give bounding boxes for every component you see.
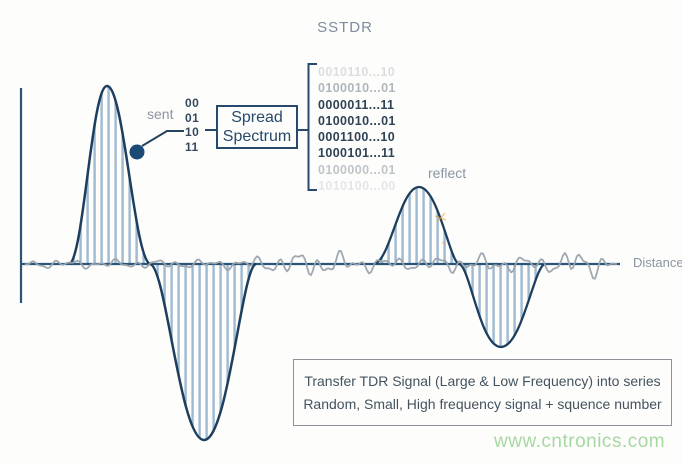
caption-line: Transfer TDR Signal (Large & Low Frequen… xyxy=(304,372,661,389)
spread-spectrum-box: Spread Spectrum xyxy=(216,105,298,149)
code-item: 10 xyxy=(185,125,200,140)
output-bracket xyxy=(307,63,317,191)
sample-point-dot xyxy=(129,144,145,160)
binary-sequence: 0100010...01 xyxy=(318,81,396,96)
binary-sequence: 0100000...01 xyxy=(318,162,396,177)
page-title: SSTDR xyxy=(317,19,373,36)
binary-sequence: 0001100...10 xyxy=(318,130,396,145)
callout-line xyxy=(141,130,184,147)
caption-line: Random, Small, High frequency signal + s… xyxy=(303,395,662,412)
spread-spectrum-box-line: Spread xyxy=(231,109,283,126)
distance-axis-label: Distance xyxy=(633,255,682,270)
orange-artifact xyxy=(434,212,447,246)
watermark-text: www.cntronics.com xyxy=(494,431,666,452)
binary-sequence: 1000101...11 xyxy=(318,146,396,161)
sent-pulse-fill xyxy=(70,86,256,440)
spread-spectrum-box-line: Spectrum xyxy=(222,128,292,145)
reflect-label: reflect xyxy=(428,165,467,181)
sent-label: sent xyxy=(147,106,174,122)
code-item: 01 xyxy=(185,110,200,125)
code-item: 00 xyxy=(185,96,200,110)
binary-sequence-list: 0010110...10 0100010...01 0000011...11 0… xyxy=(318,64,396,194)
code-input-list: 00 01 10 11 xyxy=(185,96,199,154)
spread-spectrum-noise-signal xyxy=(24,250,618,280)
reflect-pulse-fill xyxy=(374,187,545,347)
binary-sequence: 1010100...00 xyxy=(318,179,396,194)
reflect-pulse-outline xyxy=(373,185,546,349)
binary-sequence: 0100010...01 xyxy=(318,113,396,128)
binary-sequence: 0010110...10 xyxy=(318,65,396,79)
caption-box: Transfer TDR Signal (Large & Low Frequen… xyxy=(293,359,672,426)
code-item: 11 xyxy=(185,139,199,154)
binary-sequence: 0000011...11 xyxy=(318,97,395,112)
